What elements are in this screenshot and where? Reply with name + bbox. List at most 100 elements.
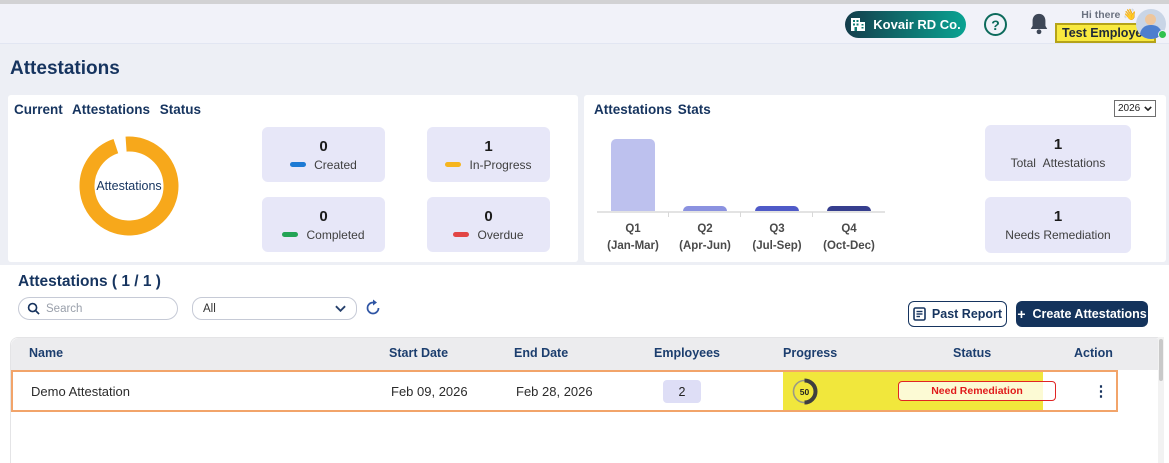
table-row[interactable]: Demo Attestation Feb 09, 2026 Feb 28, 20… [11,370,1118,412]
notifications-bell-icon[interactable] [1028,12,1050,36]
in-progress-count: 1 [484,137,493,155]
report-icon [913,307,926,321]
created-legend-dash [290,162,307,167]
filter-select-value: All [203,302,216,315]
company-button[interactable]: Kovair RD Co. [845,11,966,38]
total-attestations-count: 1 [1053,136,1063,153]
overdue-count: 0 [484,207,493,225]
col-header-progress: Progress [783,346,838,360]
attestations-list-section: Attestations ( 1 / 1 ) All [0,265,1169,463]
list-section-title: Attestations ( 1 / 1 ) [18,273,161,290]
total-attestations-label: Total Attestations [1010,156,1106,170]
table-scrollbar-thumb[interactable] [1159,339,1163,381]
bar-chart-axis-labels: Q1 (Jan-Mar) Q2 (Apr-Jun) Q3 (Jul-Sep) Q4 (Oct-… [597,221,885,254]
bar-q4 [827,206,871,211]
attestations-donut-chart: Attestations [78,135,180,237]
bar-tick-label-q2: Q2 (Apr-Jun) [679,223,731,252]
bar-q3 [755,206,799,211]
bar-column-q3 [741,125,813,217]
overdue-legend-dash [453,232,470,237]
stats-panel-title: Attestations Stats [594,102,711,117]
chevron-down-icon [335,305,346,312]
col-header-employees: Employees [654,346,721,360]
donut-center-label: Attestations [96,179,162,193]
attestation-name-cell: Demo Attestation [31,383,130,399]
avatar[interactable] [1136,9,1167,39]
chevron-down-icon [1144,106,1152,111]
bar-tick-label-q1: Q1 (Jan-Mar) [607,223,659,252]
table-scrollbar-track[interactable] [1158,337,1164,463]
greeting-text: Hi there 👋 [1081,9,1137,21]
online-status-dot [1158,30,1167,39]
create-attestations-button[interactable]: + Create Attestations [1016,301,1148,327]
needs-remediation-count: 1 [1053,208,1063,225]
bar-tick-label-q3: Q3 (Jul-Sep) [752,223,802,252]
window-top-strip [0,0,1169,4]
end-date-cell: Feb 28, 2026 [516,383,593,399]
bar-q1 [611,139,655,211]
created-count: 0 [319,137,328,155]
employees-count-badge[interactable]: 2 [663,380,701,403]
progress-ring: 50 [791,378,818,405]
user-name-badge: Test Employee [1055,23,1157,43]
wave-emoji-icon: 👋 [1123,9,1137,21]
question-mark-icon: ? [991,16,1000,33]
quarterly-bar-chart [597,125,885,217]
building-icon [851,18,866,31]
page-title: Attestations [10,58,120,79]
bar-column-q1 [597,125,669,217]
attestations-table: Name Start Date End Date Employees Progr… [10,337,1160,463]
overdue-label: Overdue [477,227,524,242]
col-header-start-date: Start Date [389,346,449,360]
created-label: Created [314,157,357,172]
year-select-value: 2026 [1118,103,1141,114]
current-attestations-status-panel: Current Attestations Status Attestations… [8,95,578,262]
completed-legend-dash [282,232,299,237]
year-select[interactable]: 2026 [1114,100,1156,117]
plus-icon: + [1017,306,1026,322]
completed-label: Completed [306,227,365,242]
bar-tick-label-q4: Q4 (Oct-Dec) [823,223,875,252]
stat-card-completed: 0 Completed [262,197,385,252]
status-panel-title: Current Attestations Status [14,102,202,117]
in-progress-label: In-Progress [469,157,532,172]
stat-card-overdue: 0 Overdue [427,197,550,252]
past-report-label: Past Report [931,307,1003,321]
status-badge: Need Remediation [898,381,1056,401]
stat-card-created: 0 Created [262,127,385,182]
filter-select[interactable]: All [192,297,357,320]
avatar-image [1136,9,1166,39]
create-attestations-label: Create Attestations [1032,307,1147,321]
row-action-kebab-menu[interactable]: ⋮ [1091,372,1111,410]
progress-value: 50 [799,386,810,397]
user-greeting-block: Hi there 👋 Test Employee [1055,8,1157,43]
refresh-icon [366,299,380,315]
start-date-cell: Feb 09, 2026 [391,383,468,399]
stat-card-needs-remediation: 1 Needs Remediation [985,197,1131,253]
company-button-label: Kovair RD Co. [873,17,961,32]
stat-card-total-attestations: 1 Total Attestations [985,125,1131,181]
progress-arc [804,378,818,405]
needs-remediation-label: Needs Remediation [1005,228,1111,242]
top-bar: Kovair RD Co. ? Hi there 👋 Test Employee [0,4,1169,44]
past-report-button[interactable]: Past Report [908,301,1007,327]
col-header-status: Status [953,346,992,360]
completed-count: 0 [319,207,328,225]
stat-card-in-progress: 1 In-Progress [427,127,550,182]
bar-q2 [683,206,727,211]
table-header-row: Name Start Date End Date Employees Progr… [11,338,1159,370]
col-header-end-date: End Date [514,346,569,360]
attestations-stats-panel: Attestations Stats 2026 Q1 (Jan-Mar) Q2 (Ap… [584,95,1166,262]
search-icon [27,302,40,315]
refresh-button[interactable] [364,299,382,317]
bar-column-q2 [669,125,741,217]
bar-column-q4 [813,125,885,211]
in-progress-legend-dash [445,162,462,167]
col-header-name: Name [29,346,64,360]
search-input[interactable] [46,302,156,315]
search-box [18,297,178,320]
col-header-action: Action [1074,346,1113,360]
donut-ring [79,136,179,236]
help-button[interactable]: ? [984,13,1007,36]
